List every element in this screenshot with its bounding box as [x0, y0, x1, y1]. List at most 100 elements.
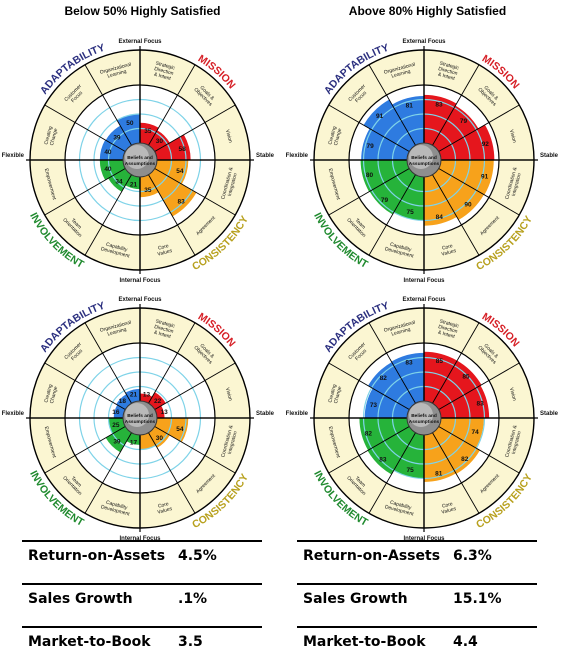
center-label: Beliefs and: [127, 155, 153, 161]
spoke: [44, 104, 126, 152]
value-label: 83: [435, 101, 443, 108]
performance-metrics-right: Return-on-Assets 6.3% Sales Growth 15.1%…: [297, 540, 537, 669]
data-sector: [99, 139, 126, 160]
spoke: [432, 174, 480, 256]
index-label-text: Integration: [227, 172, 239, 197]
metric-value: 3.5: [178, 634, 203, 650]
data-sector: [363, 99, 416, 152]
spoke: [148, 64, 196, 146]
spoke: [438, 104, 520, 152]
index-label-text: Direction: [437, 324, 458, 335]
center-label: Assumptions: [409, 419, 440, 425]
center-highlight: [125, 145, 149, 169]
value-label: 81: [406, 102, 414, 109]
value-label: 81: [435, 471, 443, 478]
spoke: [432, 64, 480, 146]
spoke: [148, 174, 196, 256]
metric-name: Sales Growth: [28, 591, 133, 607]
value-label: 35: [144, 187, 152, 194]
flexible-label: Flexible: [286, 411, 309, 417]
index-label-text: Capability: [389, 500, 412, 512]
metric-row: Return-on-Assets 4.5%: [22, 540, 262, 583]
value-label: 84: [436, 214, 444, 221]
metric-value: 15.1%: [453, 591, 502, 607]
flexible-label: Flexible: [286, 153, 309, 159]
value-label: 17: [130, 440, 138, 447]
value-label: 21: [130, 391, 138, 398]
index-label: Vision: [508, 387, 517, 402]
center-label: Assumptions: [409, 161, 440, 167]
value-label: 83: [405, 359, 413, 366]
external-focus-label: External Focus: [118, 39, 162, 45]
metric-name: Market-to-Book: [28, 634, 151, 650]
metric-row: Sales Growth 15.1%: [297, 583, 537, 626]
external-focus-label: External Focus: [402, 39, 446, 45]
index-label-text: Strategic: [155, 319, 176, 330]
index-label-text: Creating: [43, 383, 54, 403]
index-label-text: Direction: [153, 66, 174, 77]
metric-value: 6.3%: [453, 548, 492, 564]
data-sector: [359, 418, 410, 451]
metric-name: Return-on-Assets: [28, 548, 166, 564]
index-label-text: Direction: [153, 324, 174, 335]
data-sector: [99, 160, 126, 181]
value-label: 22: [154, 398, 162, 405]
flexible-label: Flexible: [2, 411, 25, 417]
index-label-text: Values: [157, 506, 173, 516]
metric-name: Sales Growth: [303, 591, 408, 607]
spoke: [368, 64, 416, 146]
spoke: [44, 168, 126, 216]
index-label-text: Creating: [43, 125, 54, 145]
spoke: [438, 168, 520, 216]
flexible-label: Flexible: [2, 153, 25, 159]
index-label-text: Strategic: [439, 319, 460, 330]
value-label: 79: [381, 197, 389, 204]
internal-focus-label: Internal Focus: [119, 536, 161, 542]
column-title-right: Above 80% Highly Satisfied: [348, 4, 507, 18]
value-label: 50: [126, 120, 134, 127]
index-label-text: Learning: [391, 69, 412, 80]
data-sector: [424, 351, 458, 404]
data-sector: [148, 426, 170, 448]
index-label-text: Capability: [389, 242, 412, 254]
metric-value: .1%: [178, 591, 208, 607]
culture-circumplex-chart: Beliefs andAssumptions132213543017392516…: [2, 297, 275, 542]
index-label-text: Vision: [508, 387, 517, 402]
spoke: [148, 322, 196, 404]
spoke: [368, 432, 416, 514]
value-label: 13: [143, 391, 151, 398]
external-focus-label: External Focus: [402, 297, 446, 303]
data-sector: [148, 130, 170, 152]
spoke: [368, 174, 416, 256]
value-label: 75: [407, 209, 415, 216]
value-label: 73: [370, 402, 378, 409]
data-sector: [154, 160, 189, 185]
data-sector: [391, 352, 424, 404]
column-title-left: Below 50% Highly Satisfied: [64, 4, 221, 18]
data-sector: [424, 94, 457, 146]
data-sector: [360, 160, 410, 192]
value-label: 85: [436, 358, 444, 365]
data-sector: [154, 418, 189, 443]
value-label: 82: [365, 430, 373, 437]
data-sector: [393, 174, 424, 221]
value-label: 74: [471, 429, 479, 436]
index-label-text: Core: [157, 501, 169, 510]
value-label: 83: [379, 457, 387, 464]
spoke: [148, 432, 196, 514]
spoke: [154, 168, 236, 216]
value-label: 91: [376, 113, 384, 120]
metric-row: Market-to-Book 3.5: [22, 626, 262, 669]
metric-name: Market-to-Book: [303, 634, 426, 650]
value-label: 25: [112, 422, 120, 429]
index-label-text: Core: [157, 243, 169, 252]
stable-label: Stable: [540, 153, 559, 159]
spoke: [154, 362, 236, 410]
internal-focus-label: Internal Focus: [403, 536, 445, 542]
